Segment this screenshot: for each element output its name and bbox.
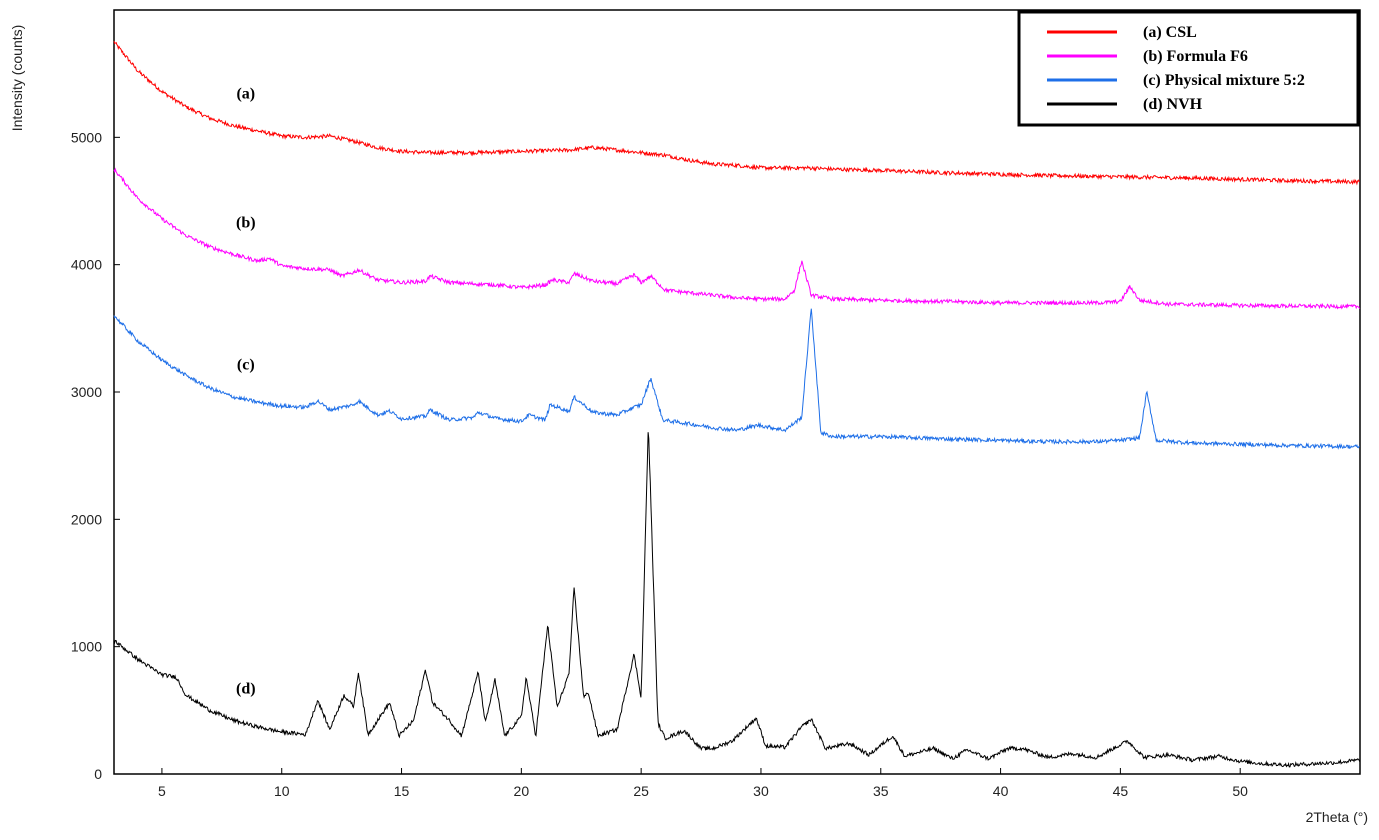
curve-label-layer: (a) (b) (c) (d): [236, 85, 256, 697]
series-line-4: [113, 432, 1361, 768]
x-tick-label: 35: [873, 783, 889, 799]
y-tick-label: 2000: [71, 511, 102, 527]
legend-items: (a) CSL (b) Formula F6 (c) Physical mixtur…: [1047, 24, 1305, 113]
curve-label-4: (d): [236, 681, 256, 698]
x-tick-label: 5: [158, 783, 166, 799]
y-tick-label: 0: [94, 766, 102, 782]
x-tick-label: 45: [1113, 783, 1129, 799]
legend-label-2: (b) Formula F6: [1143, 48, 1248, 65]
y-tick-label: 4000: [71, 257, 102, 273]
curve-label-3: (c): [237, 357, 255, 374]
series-line-3: [113, 308, 1361, 450]
x-tick-label: 10: [274, 783, 290, 799]
x-tick-label: 15: [394, 783, 410, 799]
x-tick-label: 30: [753, 783, 769, 799]
legend-label-3: (c) Physical mixture 5:2: [1143, 72, 1305, 89]
x-tick-label: 25: [633, 783, 649, 799]
x-tick-label: 20: [514, 783, 530, 799]
series-layer: [113, 41, 1361, 768]
y-tick-label: 3000: [71, 384, 102, 400]
legend: (a) CSL (b) Formula F6 (c) Physical mixtur…: [1017, 10, 1360, 127]
legend-label-4: (d) NVH: [1143, 96, 1203, 113]
curve-label-1: (a): [236, 85, 255, 102]
tick-layer: 5 10 15 20 25 30 35 40 45 50 0 1000 2000 3000 4000 5000: [71, 129, 1248, 799]
x-tick-label: 50: [1232, 783, 1248, 799]
series-line-2: [113, 167, 1361, 310]
legend-label-1: (a) CSL: [1143, 24, 1197, 41]
y-tick-label: 1000: [71, 639, 102, 655]
x-tick-label: 40: [993, 783, 1009, 799]
y-tick-label: 5000: [71, 129, 102, 145]
curve-label-2: (b): [236, 215, 256, 232]
x-axis-title: 2Theta (°): [1306, 809, 1368, 825]
series-line-1: [113, 41, 1361, 186]
y-axis-title: Intensity (counts): [9, 25, 25, 132]
